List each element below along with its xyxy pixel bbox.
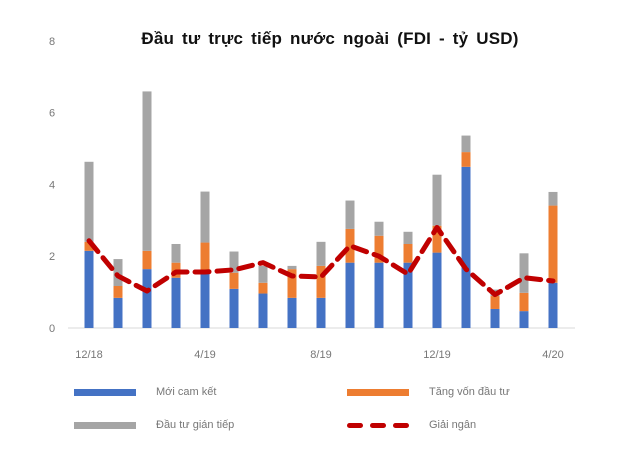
legend-item-giai-ngan: Giải ngân	[347, 419, 476, 431]
bar-segment	[200, 191, 210, 243]
bar-segment	[374, 235, 384, 263]
giai-ngan-line	[86, 224, 556, 298]
bar-segment	[171, 243, 181, 263]
bar-segment	[200, 242, 210, 273]
y-tick-label: 2	[49, 251, 55, 263]
bar-segment	[258, 265, 268, 283]
x-tick-label: 4/19	[194, 349, 215, 361]
bar-segment	[287, 265, 297, 270]
bar-segment	[548, 205, 558, 283]
gray-swatch-icon	[74, 421, 136, 429]
bar-segment	[461, 135, 471, 153]
bar-segment	[229, 251, 239, 273]
legend-label: Giải ngân	[429, 419, 477, 431]
y-tick-label: 8	[49, 36, 55, 48]
bar-segment	[142, 250, 152, 270]
y-tick-label: 4	[49, 179, 55, 191]
bar-segment	[548, 191, 558, 206]
bar-segment	[403, 243, 413, 263]
legend-item-moi-cam-ket: Mới cam kết	[74, 386, 216, 398]
bar-segment	[113, 297, 123, 328]
legend-item-tang-von: Tăng vốn đầu tư	[347, 386, 510, 398]
legend-label: Tăng vốn đầu tư	[429, 386, 510, 398]
bar-segment	[200, 272, 210, 328]
bar-segment	[258, 282, 268, 294]
blue-swatch-icon	[74, 388, 136, 396]
x-tick-label: 12/18	[75, 349, 103, 361]
bar-segment	[84, 161, 94, 242]
x-tick-label: 8/19	[310, 349, 331, 361]
bar-segment	[171, 277, 181, 328]
bar-segment	[316, 241, 326, 266]
bar-segment	[345, 200, 355, 229]
x-tick-label: 12/19	[423, 349, 451, 361]
bar-segment	[142, 269, 152, 328]
bar-segment	[519, 311, 529, 328]
bar-segment	[432, 225, 442, 253]
bar-segment	[84, 250, 94, 328]
x-tick-label: 4/20	[542, 349, 563, 361]
bar-segment	[316, 297, 326, 328]
bar-segment	[548, 282, 558, 328]
y-tick-label: 6	[49, 108, 55, 120]
chart-title: Đầu tư trực tiếp nước ngoài (FDI - tỷ US…	[141, 29, 519, 48]
bar-segment	[345, 228, 355, 263]
bar-segment	[345, 262, 355, 328]
bar-series	[84, 91, 558, 328]
bar-segment	[113, 285, 123, 298]
bar-segment	[258, 293, 268, 328]
legend-item-dau-tu-gian-tiep: Đầu tư gián tiếp	[74, 419, 234, 431]
y-tick-label: 0	[49, 323, 55, 335]
bar-segment	[490, 308, 500, 328]
bar-segment	[287, 269, 297, 298]
bar-segment	[316, 265, 326, 298]
bar-segment	[432, 174, 442, 226]
bar-segment	[374, 262, 384, 328]
orange-swatch-icon	[347, 388, 409, 396]
bar-segment	[432, 252, 442, 328]
bar-segment	[519, 292, 529, 312]
bar-segment	[374, 221, 384, 236]
y-axis: 0 2 4 6 8	[49, 36, 55, 335]
bar-segment	[461, 166, 471, 328]
bar-segment	[461, 152, 471, 167]
bar-segment	[142, 91, 152, 251]
dashed-line-swatch-icon	[347, 422, 409, 429]
bar-segment	[490, 296, 500, 309]
bar-segment	[229, 272, 239, 289]
bar-segment	[519, 253, 529, 293]
legend-label: Đầu tư gián tiếp	[156, 419, 235, 431]
legend-label: Mới cam kết	[156, 386, 217, 398]
x-axis: 12/18 4/19 8/19 12/19 4/20	[75, 349, 563, 361]
bar-segment	[84, 241, 94, 251]
bar-segment	[287, 297, 297, 328]
bar-segment	[403, 231, 413, 244]
bar-segment	[403, 262, 413, 328]
bar-segment	[229, 288, 239, 328]
